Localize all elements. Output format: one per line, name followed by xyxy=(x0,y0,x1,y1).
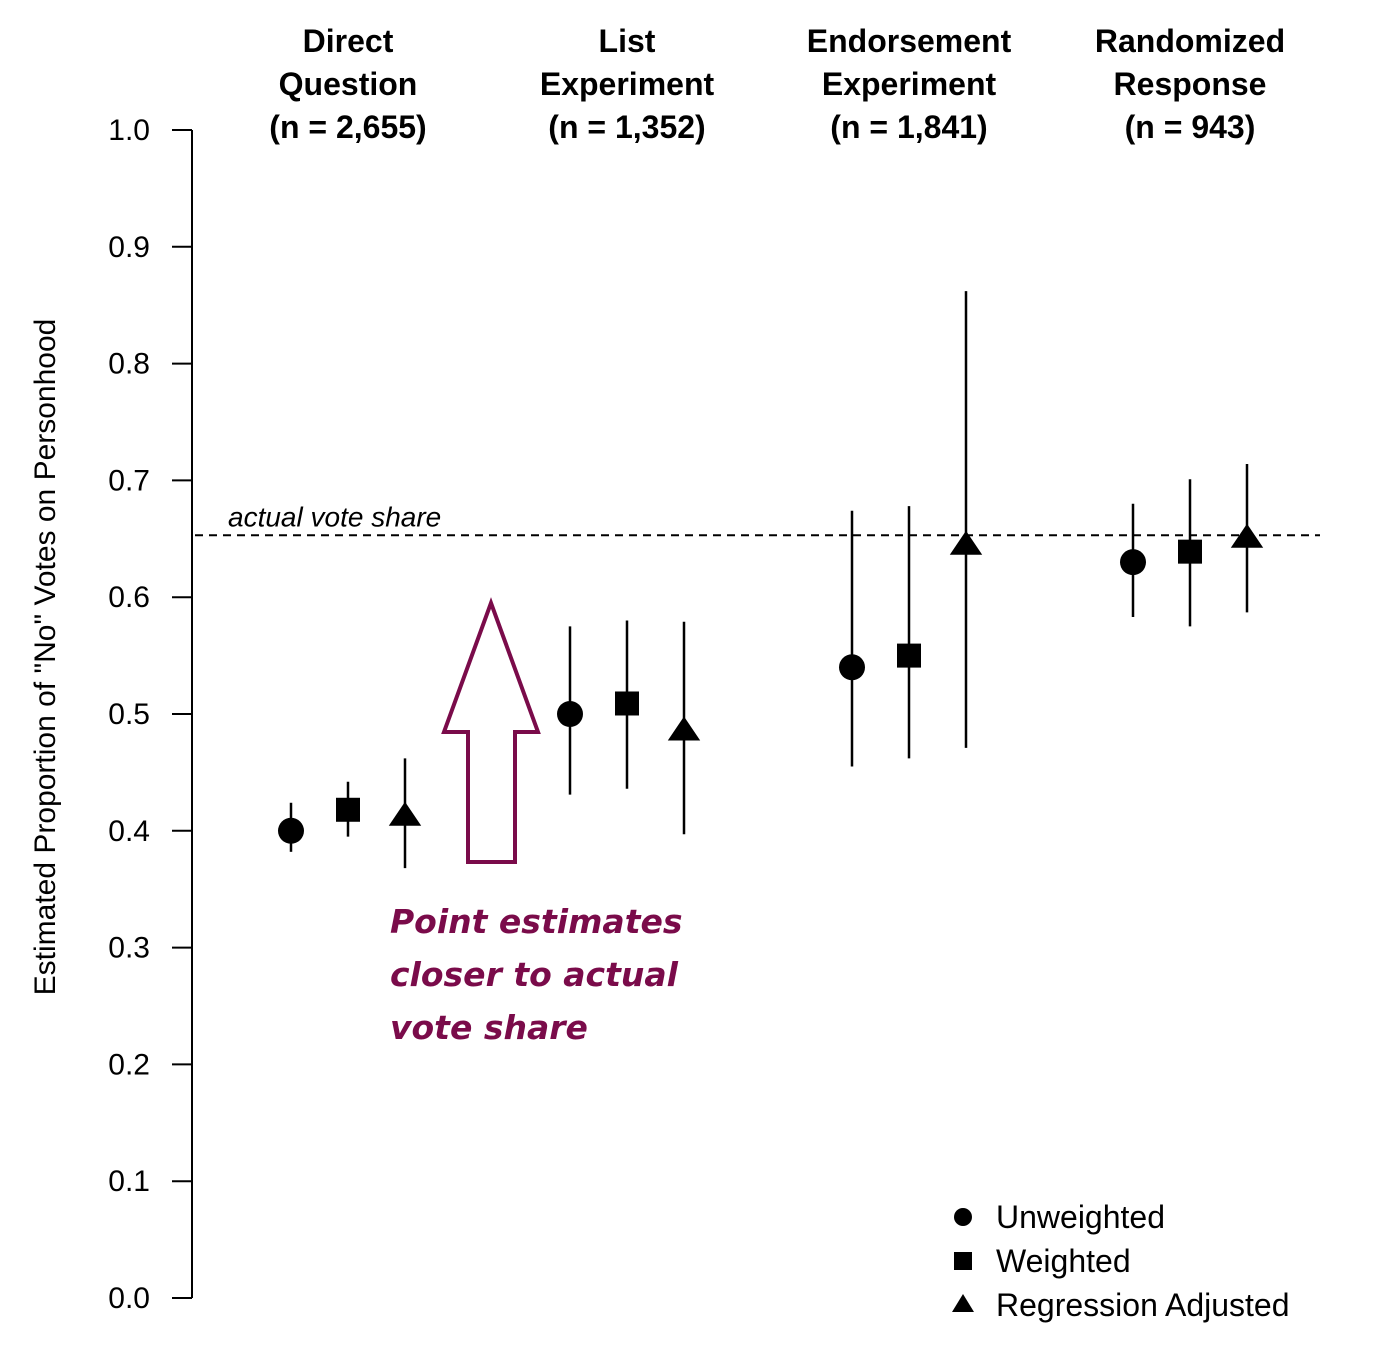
point-circle xyxy=(557,701,583,727)
y-tick-label: 0.5 xyxy=(108,698,150,731)
reference-line-group: actual vote share xyxy=(195,501,1320,537)
point-circle xyxy=(1120,549,1146,576)
point-square xyxy=(336,797,360,822)
y-axis-label: Estimated Proportion of "No" Votes on Pe… xyxy=(29,319,62,996)
group-title-line: (n = 943) xyxy=(1125,109,1256,145)
legend-label: Weighted xyxy=(996,1243,1131,1279)
annotation: Point estimates closer to actual vote sh… xyxy=(390,597,683,1047)
legend-item: Weighted xyxy=(954,1243,1131,1279)
legend-item: Regression Adjusted xyxy=(952,1287,1290,1323)
annotation-line: vote share xyxy=(390,1008,588,1047)
legend-marker-triangle xyxy=(952,1294,974,1312)
y-tick-label: 1.0 xyxy=(108,114,150,147)
group-title-line: Experiment xyxy=(540,66,715,102)
group-title-line: (n = 1,841) xyxy=(830,109,987,145)
point-square xyxy=(897,643,921,668)
y-tick-label: 0.4 xyxy=(108,815,150,848)
point-triangle xyxy=(667,716,701,741)
legend-label: Unweighted xyxy=(996,1199,1165,1235)
group-title-line: Direct xyxy=(303,23,394,59)
y-tick-label: 0.7 xyxy=(108,464,150,497)
group-titles: Direct Question (n = 2,655) List Experiment (… xyxy=(269,23,1285,145)
group-title-line: (n = 1,352) xyxy=(548,109,705,145)
legend: Unweighted Weighted Regression Adjusted xyxy=(952,1199,1290,1323)
legend-marker-circle xyxy=(954,1208,972,1226)
y-tick-label: 0.1 xyxy=(108,1165,150,1198)
group-title-line: (n = 2,655) xyxy=(269,109,426,145)
group-title-line: Question xyxy=(279,66,418,102)
point-circle xyxy=(278,817,304,844)
group-title-line: Experiment xyxy=(822,66,997,102)
group-title-line: List xyxy=(599,23,656,59)
group-title-line: Endorsement xyxy=(807,23,1012,59)
point-triangle xyxy=(1230,523,1264,548)
legend-item: Unweighted xyxy=(954,1199,1165,1235)
annotation-arrow xyxy=(441,597,541,864)
group-title-line: Response xyxy=(1114,66,1267,102)
y-tick-label: 0.8 xyxy=(108,348,150,381)
y-tick-label: 0.9 xyxy=(108,231,150,264)
data-marks xyxy=(278,291,1264,869)
point-triangle xyxy=(949,530,983,555)
reference-line-label: actual vote share xyxy=(228,501,441,532)
y-tick-label: 0.2 xyxy=(108,1048,150,1081)
point-square xyxy=(1178,539,1202,564)
annotation-line: closer to actual xyxy=(390,955,679,994)
y-tick-label: 0.3 xyxy=(108,932,150,965)
point-circle xyxy=(839,654,865,681)
y-axis: 0.0 0.1 0.2 0.3 0.4 0.5 0.6 0.7 0.8 0.9 1.0 xyxy=(108,114,193,1315)
y-tick-label: 0.6 xyxy=(108,581,150,614)
legend-marker-square xyxy=(954,1252,972,1270)
point-square xyxy=(615,691,639,716)
y-tick-label: 0.0 xyxy=(108,1282,150,1315)
legend-label: Regression Adjusted xyxy=(996,1287,1290,1323)
group-title-line: Randomized xyxy=(1095,23,1285,59)
annotation-line: Point estimates xyxy=(390,902,683,941)
point-triangle xyxy=(388,801,422,826)
